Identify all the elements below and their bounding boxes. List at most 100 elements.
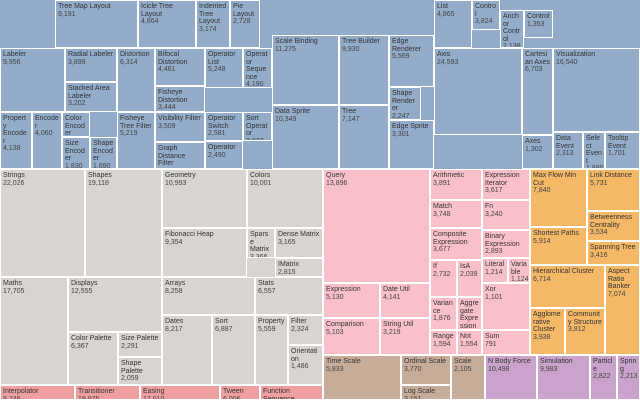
treemap-cell: Dates 8,217 — [162, 315, 212, 385]
cell-value: 4,865 — [437, 10, 455, 18]
cell-value: 3,165 — [158, 168, 202, 169]
treemap-cell: Strings 22,026 — [0, 169, 85, 277]
cell-name: Edge Sprite — [392, 123, 429, 130]
treemap-cell: Simulation 9,983 — [537, 355, 590, 400]
treemap-cell: Easing 17,010 — [140, 385, 220, 400]
cell-name: Geometry — [165, 172, 196, 179]
cell-name: Match — [433, 203, 453, 210]
cell-name: Property — [258, 318, 285, 325]
cell-name: Pie Layout — [233, 3, 255, 18]
treemap-cell: Expression Iterator 3,617 — [482, 169, 530, 200]
cell-value: 4,141 — [383, 293, 401, 301]
cell-value: 3,165 — [278, 238, 296, 246]
treemap-cell: Scale Binding 11,275 — [272, 35, 339, 105]
treemap-cell: Community Structure 3,812 — [565, 308, 605, 355]
cell-value: 3,770 — [404, 365, 422, 373]
treemap-cell: Particle 2,822 — [590, 355, 617, 400]
treemap-cell: Tree Builder 9,930 — [339, 35, 389, 105]
cell-value: 2,728 — [233, 18, 251, 25]
cell-name: Fisheye Distortion — [158, 89, 188, 104]
treemap-cell: Sum 791 — [482, 330, 530, 355]
cell-value: 10,001 — [250, 179, 272, 187]
treemap-cell: Displays 12,555 — [68, 277, 162, 332]
cell-name: Encoder — [35, 115, 59, 130]
cell-name: Operator List — [208, 51, 236, 66]
treemap-cell: Fibonacci Heap 9,354 — [162, 228, 247, 277]
treemap-cell: Fisheye Distortion 3,444 — [155, 86, 205, 112]
cell-name: Operator Switch — [208, 115, 236, 130]
cell-value: 3,677 — [433, 246, 451, 253]
cell-name: Bifocal Distortion — [158, 51, 188, 66]
treemap-cell: Comparison 5,103 — [323, 318, 380, 355]
cell-name: Size Palette — [121, 335, 159, 342]
cell-name: Not — [460, 333, 471, 340]
cell-value: 3,240 — [485, 210, 503, 218]
treemap-cell: Control 1,353 — [524, 10, 553, 38]
cell-name: Sum — [485, 333, 500, 340]
treemap-cell: Tree 7,147 — [339, 105, 389, 169]
cell-name: Community Structure — [568, 311, 602, 326]
treemap-cell: Literal 1,214 — [482, 258, 508, 283]
treemap-cell: Arrays 8,258 — [162, 277, 255, 315]
treemap-cell: Maths 17,705 — [0, 277, 68, 385]
cell-value: 5,219 — [120, 130, 138, 137]
cell-value: 2,324 — [291, 325, 309, 333]
cell-value: 7,840 — [533, 187, 551, 194]
cell-name: Size Encoder — [65, 140, 85, 162]
cell-value: 3,444 — [158, 104, 176, 111]
cell-name: Tree — [342, 108, 357, 115]
cell-name: Agglomerative Cluster — [533, 311, 561, 333]
cell-name: Log Scale — [404, 388, 436, 395]
treemap-cell: Labeler 9,956 — [0, 48, 65, 112]
cell-value: 1,302 — [525, 145, 543, 153]
cell-value: 7,147 — [342, 115, 360, 123]
cell-name: Graph Distance Filter — [158, 145, 186, 167]
treemap-cell: Filter 2,324 — [288, 315, 323, 345]
cell-name: Easing — [143, 388, 165, 395]
cell-value: 16,540 — [556, 58, 578, 66]
treemap-cell: Tree Map Layout 9,191 — [55, 0, 138, 48]
treemap-cell: Operator Switch 2,581 — [205, 112, 243, 141]
cell-name: Property Encoder — [3, 115, 27, 145]
treemap-cell: Orientation 1,486 — [288, 345, 323, 385]
cell-value: 2,138 — [503, 43, 521, 48]
cell-name: Transitioner — [78, 388, 115, 395]
treemap-cell: Size Encoder 1,830 — [62, 137, 90, 169]
treemap-cell: Variable 1,124 — [508, 258, 530, 283]
cell-value: 11,275 — [275, 45, 296, 53]
cell-name: Strings — [3, 172, 25, 179]
cell-name: Xor — [485, 286, 496, 293]
cell-value: 3,891 — [433, 179, 451, 187]
cell-value: 9,930 — [342, 45, 360, 53]
cell-name: Stats — [258, 280, 274, 287]
cell-value: 2,822 — [593, 373, 611, 380]
treemap-cell: Visualization 16,540 — [553, 48, 640, 132]
treemap-cell: Edge Sprite 3,301 — [389, 120, 434, 169]
cell-name: Time Scale — [326, 358, 361, 365]
cell-value: 3,509 — [158, 122, 176, 130]
cell-name: Betweenness Centrality — [590, 214, 633, 229]
cell-name: Aggregate Expression — [460, 300, 479, 330]
treemap-cell: Agglomerative Cluster 3,938 — [530, 308, 565, 355]
cell-name: Control — [475, 3, 497, 18]
treemap-cell: Bifocal Distortion 4,461 — [155, 48, 205, 86]
cell-name: Anchor Control — [503, 13, 521, 43]
cell-name: If — [433, 263, 437, 270]
cell-name: Colors — [250, 172, 271, 179]
cell-name: Control — [527, 13, 550, 20]
cell-name: Cartesian Axes — [525, 51, 550, 66]
cell-value: 13,896 — [326, 179, 348, 187]
treemap-cell: Shapes 19,118 — [85, 169, 162, 277]
cell-value: 4,461 — [158, 66, 176, 73]
cell-value: 3,219 — [383, 328, 401, 336]
cell-name: Link Distance — [590, 172, 633, 179]
cell-value: 1,876 — [433, 315, 451, 322]
cell-name: Aspect Ratio Banker — [608, 268, 631, 290]
cell-name: Function Sequence — [263, 388, 295, 400]
cell-value: 3,938 — [533, 333, 551, 341]
cell-value: 8,217 — [165, 325, 183, 333]
cell-name: Variance — [433, 300, 453, 315]
cell-name: Shortest Paths — [533, 230, 579, 237]
cell-name: Maths — [3, 280, 23, 287]
cell-value: 3,174 — [199, 25, 217, 33]
